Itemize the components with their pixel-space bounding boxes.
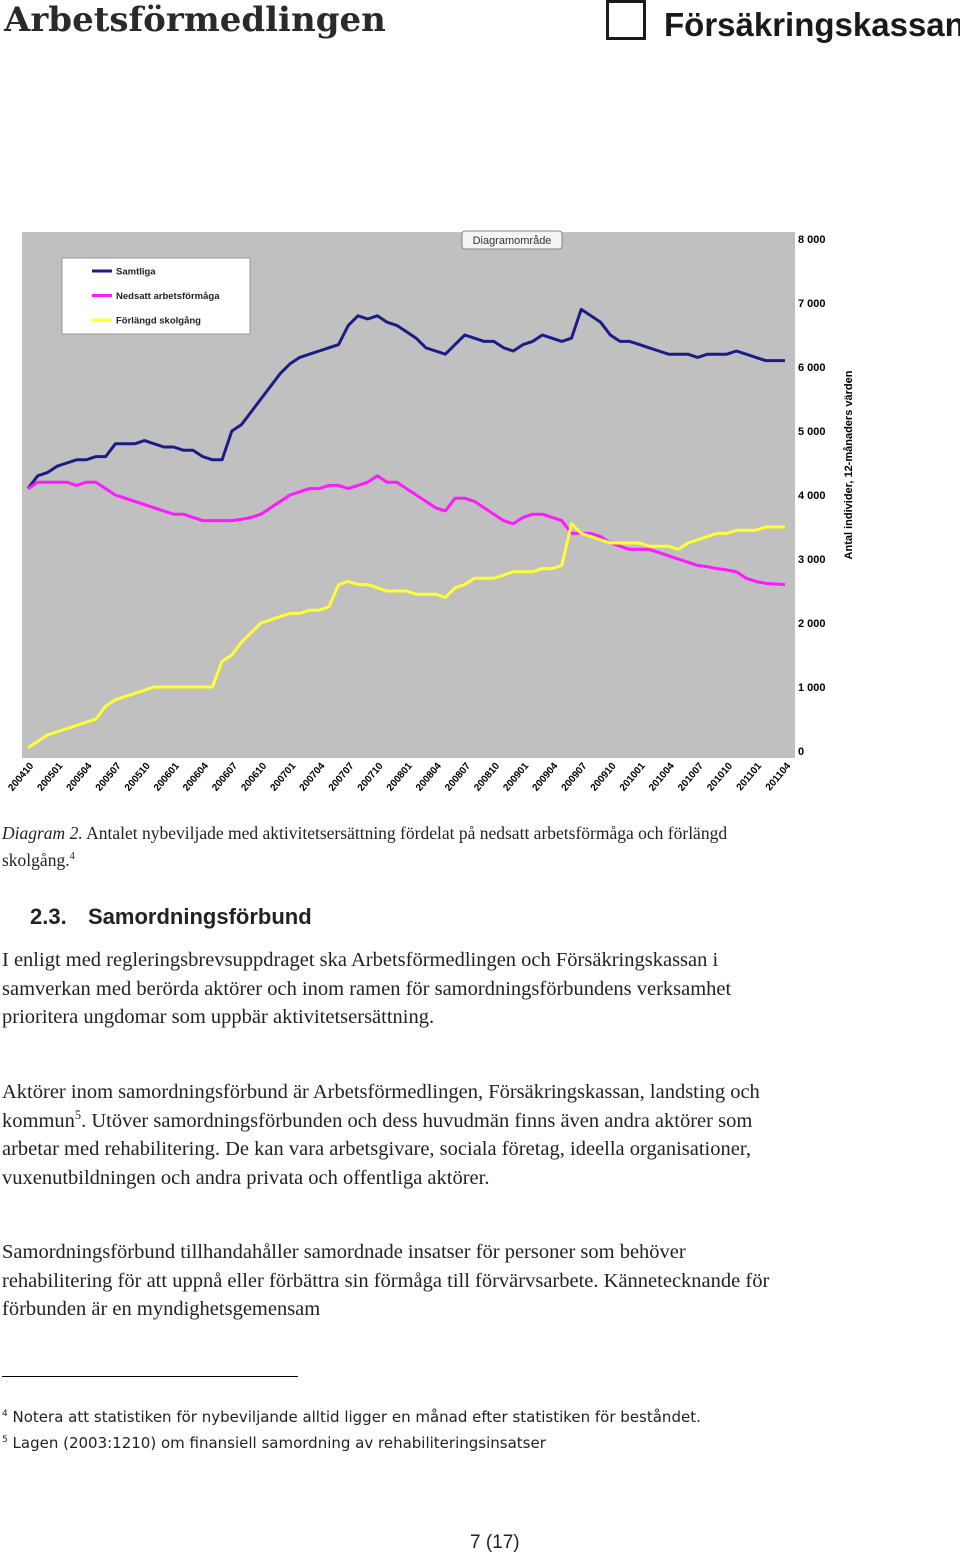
- y-tick-label: 5 000: [798, 426, 826, 438]
- x-tick-label: 200807: [443, 761, 473, 794]
- caption-text: Antalet nybeviljade med aktivitetsersätt…: [2, 823, 728, 870]
- x-tick-label: 201010: [705, 761, 735, 794]
- paragraph-text: Aktörer inom samordningsförbund är Arbet…: [2, 1081, 760, 1132]
- y-tick-label: 0: [798, 746, 804, 758]
- annotation: Diagramområde: [473, 235, 552, 247]
- y-tick-label: 1 000: [798, 682, 826, 694]
- x-tick-label: 200710: [356, 761, 386, 794]
- caption-label: Diagram 2.: [2, 823, 83, 843]
- section-number: 2.3.: [30, 904, 67, 929]
- footnote-text: Notera att statistiken för nybeviljande …: [12, 1408, 701, 1426]
- x-tick-label: 201101: [735, 761, 765, 794]
- page-number: 7 (17): [470, 1532, 520, 1553]
- legend-label: Förlängd skolgång: [116, 316, 201, 327]
- figure-caption: Diagram 2. Antalet nybeviljade med aktiv…: [2, 820, 802, 874]
- y-tick-label: 3 000: [798, 554, 826, 566]
- footnote-mark: 4: [2, 1409, 8, 1419]
- paragraph: Aktörer inom samordningsförbund är Arbet…: [2, 1078, 792, 1193]
- x-tick-label: 201007: [676, 761, 706, 794]
- footnote: 4 Notera att statistiken för nybeviljand…: [2, 1408, 701, 1426]
- series-line: [26, 307, 785, 490]
- legend-label: Samtliga: [116, 267, 156, 278]
- x-tick-label: 200607: [210, 761, 240, 794]
- x-tick-label: 201004: [647, 761, 677, 794]
- footnote-ref: 4: [69, 851, 75, 863]
- paragraph: I enligt med regleringsbrevsuppdraget sk…: [2, 949, 732, 1029]
- x-tick-label: 200901: [501, 761, 531, 794]
- chart: Diagramområde Antal individer, 12-månade…: [6, 230, 855, 794]
- x-tick-label: 200604: [181, 761, 211, 794]
- series-line: [27, 522, 785, 750]
- annotation-box: [461, 230, 563, 250]
- section-title: Samordningsförbund: [88, 904, 312, 929]
- x-tick-label: 200504: [65, 761, 95, 794]
- x-tick-label: 200510: [123, 761, 153, 794]
- x-tick-label: 200707: [327, 761, 357, 794]
- x-tick-label: 200804: [414, 761, 444, 794]
- footnote-rule: [2, 1376, 298, 1377]
- x-tick-label: 200701: [268, 761, 298, 794]
- logo-forsakringskassan: Försäkringskassan: [664, 6, 960, 43]
- y-tick-label: 4 000: [798, 490, 826, 502]
- logo-arbetsformedlingen: Arbetsförmedlingen: [4, 0, 386, 40]
- logo-icon: [606, 0, 646, 40]
- x-tick-label: 200907: [560, 761, 590, 794]
- x-tick-label: 200601: [152, 761, 182, 794]
- footnote-ref: 5: [74, 1107, 82, 1122]
- x-tick-label: 200910: [589, 761, 619, 794]
- x-tick-label: 200410: [6, 761, 36, 794]
- y-axis-label: Antal individer, 12-månaders värden: [843, 370, 855, 559]
- x-tick-label: 200501: [36, 761, 66, 794]
- paragraph: Samordningsförbund tillhandahåller samor…: [2, 1241, 770, 1321]
- y-tick-label: 6 000: [798, 362, 826, 374]
- x-tick-label: 201001: [618, 761, 648, 794]
- x-tick-label: 201104: [764, 761, 794, 794]
- x-tick-label: 200610: [239, 761, 269, 794]
- y-tick-label: 7 000: [798, 298, 826, 310]
- y-tick-label: 8 000: [798, 234, 826, 246]
- x-tick-label: 200801: [385, 761, 415, 794]
- x-tick-label: 200507: [94, 761, 124, 794]
- x-tick-label: 200904: [530, 761, 560, 794]
- y-tick-label: 2 000: [798, 618, 826, 630]
- legend-label: Nedsatt arbetsförmåga: [116, 291, 220, 302]
- x-tick-label: 200704: [298, 761, 328, 794]
- footnote: 5 Lagen (2003:1210) om finansiell samord…: [2, 1434, 546, 1452]
- footnote-text: Lagen (2003:1210) om finansiell samordni…: [12, 1434, 546, 1452]
- paragraph-text: . Utöver samordningsförbunden och dess h…: [2, 1109, 753, 1190]
- footnote-mark: 5: [2, 1435, 8, 1445]
- x-tick-label: 200810: [472, 761, 502, 794]
- series-line: [27, 474, 786, 587]
